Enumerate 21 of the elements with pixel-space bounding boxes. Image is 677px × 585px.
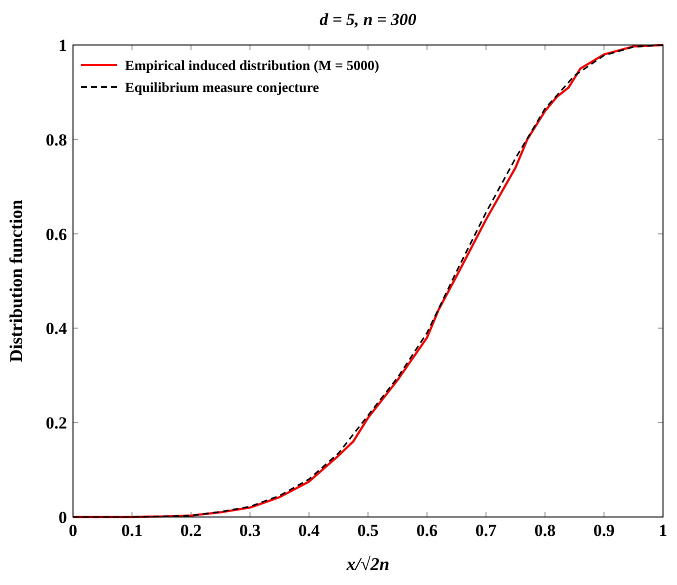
legend-label: Equilibrium measure conjecture xyxy=(125,81,319,96)
x-tick-label: 0.2 xyxy=(180,521,202,540)
x-tick-label: 0.8 xyxy=(534,521,556,540)
legend-label: Empirical induced distribution (M = 5000) xyxy=(125,59,380,74)
x-tick-label: 0.4 xyxy=(298,521,320,540)
y-tick-label: 0.4 xyxy=(46,319,68,338)
x-tick-label: 0.5 xyxy=(357,521,379,540)
x-tick-label: 1 xyxy=(658,521,668,540)
x-tick-label: 0.9 xyxy=(593,521,615,540)
y-tick-label: 0 xyxy=(58,508,67,527)
y-axis-title: Distribution function xyxy=(6,200,26,362)
y-tick-label: 0.2 xyxy=(46,414,67,433)
chart-title: d = 5, n = 300 xyxy=(320,10,417,29)
y-tick-label: 0.6 xyxy=(46,224,67,244)
x-tick-label: 0.7 xyxy=(475,521,498,540)
y-tick-label: 1 xyxy=(58,36,67,55)
x-tick-label: 0.3 xyxy=(239,521,261,540)
x-tick-label: 0.6 xyxy=(416,521,438,540)
x-axis-title: x/√2n xyxy=(346,554,390,574)
y-tick-label: 0.8 xyxy=(46,130,67,150)
x-tick-label: 0.1 xyxy=(121,521,143,540)
